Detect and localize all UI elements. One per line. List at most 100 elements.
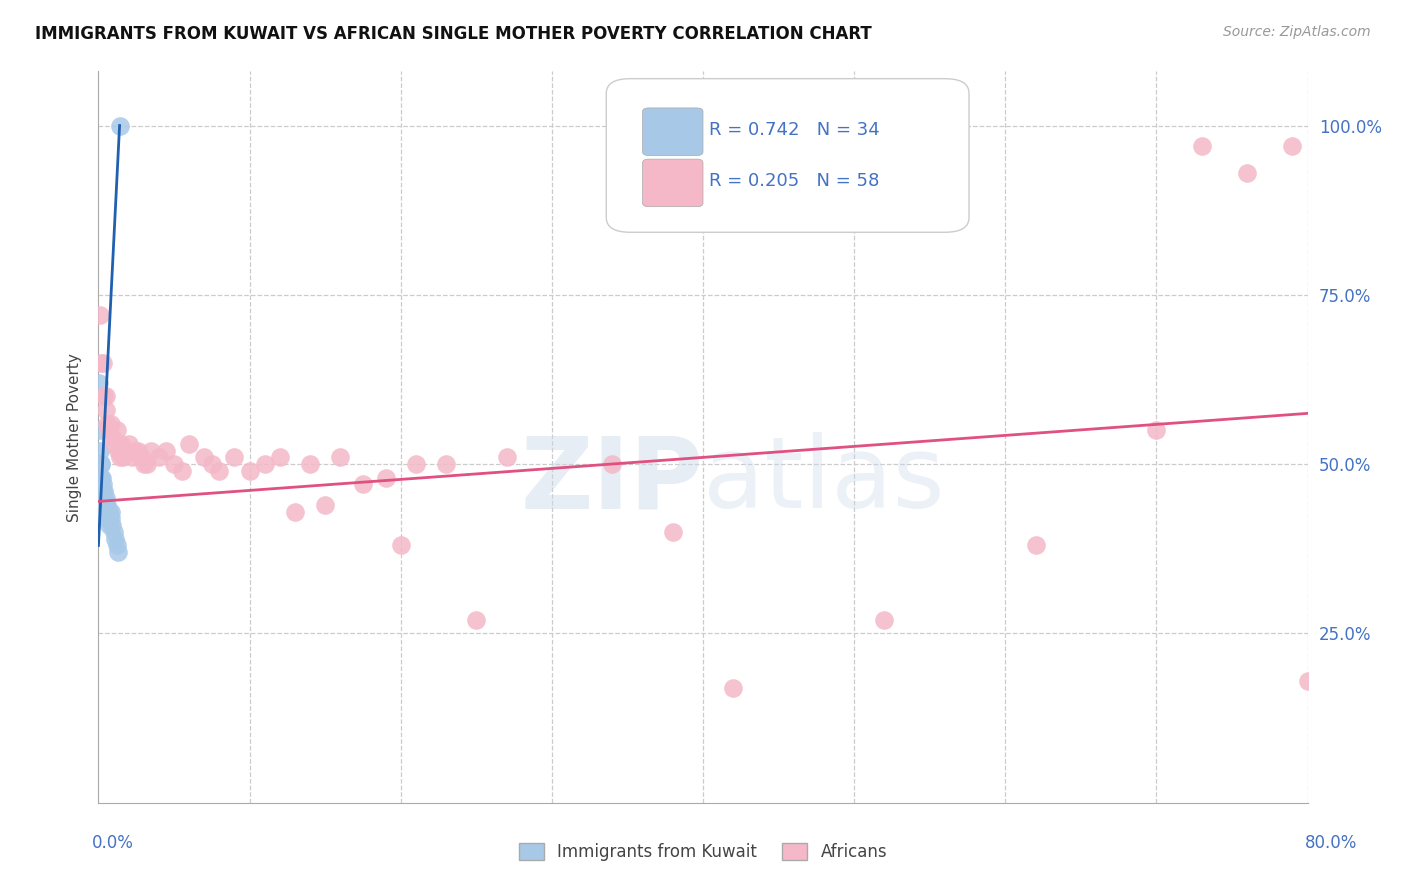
Point xyxy=(135,457,157,471)
Point xyxy=(284,505,307,519)
Legend: Immigrants from Kuwait, Africans: Immigrants from Kuwait, Africans xyxy=(512,836,894,868)
Point xyxy=(89,308,111,322)
Point xyxy=(434,457,457,471)
Point xyxy=(661,524,683,539)
Point xyxy=(253,457,276,471)
Point xyxy=(93,389,115,403)
Point xyxy=(723,681,745,695)
Point xyxy=(163,457,186,471)
Point xyxy=(100,511,122,525)
Text: atlas: atlas xyxy=(703,433,945,530)
Point xyxy=(89,376,111,390)
Point xyxy=(405,457,427,471)
FancyBboxPatch shape xyxy=(643,108,703,155)
Point xyxy=(94,505,117,519)
Point xyxy=(118,437,141,451)
Point xyxy=(94,491,117,505)
Point xyxy=(90,484,112,499)
Point xyxy=(90,355,112,369)
Point xyxy=(100,417,122,431)
Point xyxy=(94,403,117,417)
FancyBboxPatch shape xyxy=(606,78,969,232)
Point xyxy=(239,464,262,478)
Point xyxy=(224,450,246,465)
Point xyxy=(208,464,231,478)
Point xyxy=(91,505,114,519)
Point xyxy=(314,498,336,512)
Y-axis label: Single Mother Poverty: Single Mother Poverty xyxy=(66,352,82,522)
Point xyxy=(89,443,111,458)
Point xyxy=(389,538,412,552)
Point xyxy=(114,443,136,458)
Point xyxy=(91,498,114,512)
Point xyxy=(89,423,111,437)
Point xyxy=(96,417,118,431)
Point xyxy=(104,532,127,546)
Point xyxy=(93,505,115,519)
Point xyxy=(374,471,396,485)
Point xyxy=(108,119,131,133)
Text: ZIP: ZIP xyxy=(520,433,703,530)
Point xyxy=(105,538,128,552)
Point xyxy=(96,505,118,519)
Point xyxy=(110,437,132,451)
Text: Source: ZipAtlas.com: Source: ZipAtlas.com xyxy=(1223,25,1371,39)
Point xyxy=(94,511,117,525)
Point xyxy=(91,477,114,491)
Point xyxy=(873,613,896,627)
Point xyxy=(108,450,131,465)
Point xyxy=(1024,538,1046,552)
Point xyxy=(98,511,121,525)
Point xyxy=(141,443,163,458)
Point xyxy=(193,450,215,465)
Point xyxy=(107,545,129,559)
Point xyxy=(105,423,128,437)
Point xyxy=(93,491,115,505)
Point xyxy=(91,484,114,499)
Text: 0.0%: 0.0% xyxy=(91,834,134,852)
Point xyxy=(465,613,488,627)
Point xyxy=(1144,423,1167,437)
Point xyxy=(1191,139,1213,153)
Text: R = 0.205   N = 58: R = 0.205 N = 58 xyxy=(709,172,879,190)
Point xyxy=(201,457,224,471)
Point xyxy=(103,437,125,451)
Point xyxy=(100,505,122,519)
Point xyxy=(93,484,115,499)
Point xyxy=(148,450,170,465)
Point xyxy=(495,450,517,465)
Point xyxy=(98,423,121,437)
Point xyxy=(91,491,114,505)
Point xyxy=(1296,673,1319,688)
Text: R = 0.742   N = 34: R = 0.742 N = 34 xyxy=(709,121,880,139)
Text: 80.0%: 80.0% xyxy=(1305,834,1357,852)
Point xyxy=(101,430,124,444)
Point xyxy=(127,443,149,458)
Point xyxy=(129,450,152,465)
Point xyxy=(170,464,193,478)
Point xyxy=(94,498,117,512)
FancyBboxPatch shape xyxy=(643,159,703,207)
Point xyxy=(98,518,121,533)
Point xyxy=(329,450,352,465)
Point xyxy=(352,477,374,491)
Point xyxy=(91,355,114,369)
Point xyxy=(124,443,146,458)
Point xyxy=(1236,166,1258,180)
Point xyxy=(107,443,129,458)
Point xyxy=(155,443,177,458)
Point xyxy=(90,457,112,471)
Point xyxy=(90,457,112,471)
Point xyxy=(121,450,143,465)
Point xyxy=(103,524,125,539)
Point xyxy=(299,457,322,471)
Point xyxy=(91,471,114,485)
Point xyxy=(96,498,118,512)
Point xyxy=(98,505,121,519)
Point xyxy=(94,389,117,403)
Point xyxy=(101,518,124,533)
Point xyxy=(1281,139,1303,153)
Text: IMMIGRANTS FROM KUWAIT VS AFRICAN SINGLE MOTHER POVERTY CORRELATION CHART: IMMIGRANTS FROM KUWAIT VS AFRICAN SINGLE… xyxy=(35,25,872,43)
Point xyxy=(132,457,155,471)
Point xyxy=(269,450,291,465)
